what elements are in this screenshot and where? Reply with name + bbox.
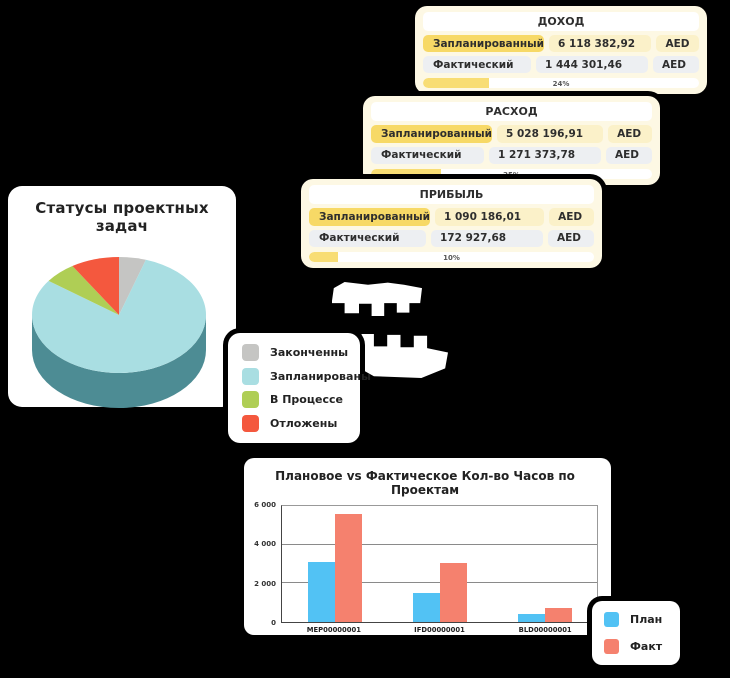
legend-label: Законченны <box>270 346 349 359</box>
progress-fill <box>371 169 442 179</box>
bar-group <box>282 506 387 622</box>
bar-Факт[interactable] <box>544 608 572 622</box>
progress-fill <box>309 252 338 262</box>
legend-item-plan[interactable]: План <box>604 612 668 627</box>
progress-fill <box>423 78 490 88</box>
x-axis-label: BLD00000001 <box>518 626 572 634</box>
actual-label: Фактический <box>371 146 484 164</box>
expense-planned-row[interactable]: Запланированный 5 028 196,91 AED <box>371 125 652 143</box>
actual-value: 172 927,68 <box>431 229 543 247</box>
currency-label: AED <box>548 229 594 247</box>
pie-chart-title: Статусы проектных задач <box>35 199 209 235</box>
expense-progress-bar: 25% <box>371 169 652 179</box>
income-actual-row[interactable]: Фактический 1 444 301,46 AED <box>423 56 699 74</box>
bar-legend: План Факт <box>592 601 680 665</box>
pie-slice-0[interactable] <box>119 256 146 315</box>
white-blob-artifact <box>332 282 422 316</box>
pie-slice-1[interactable] <box>32 259 207 373</box>
bar-group <box>387 506 492 622</box>
red-swatch-icon <box>242 414 259 432</box>
expense-card: РАСХОД Запланированный 5 028 196,91 AED … <box>363 96 660 185</box>
expense-card-title: РАСХОД <box>371 102 652 121</box>
currency-label: AED <box>656 35 699 53</box>
red-swatch-icon <box>604 639 619 654</box>
profit-card: ПРИБЫЛЬ Запланированный 1 090 186,01 AED… <box>301 179 602 268</box>
percent-label: 10% <box>443 254 460 262</box>
legend-label: План <box>630 613 663 626</box>
legend-item-fact[interactable]: Факт <box>604 639 668 654</box>
legend-item-in-progress[interactable]: В Процессе <box>242 391 346 409</box>
actual-value: 1 271 373,78 <box>489 146 601 164</box>
currency-label: AED <box>606 146 652 164</box>
bar-План[interactable] <box>517 613 545 622</box>
income-planned-row[interactable]: Запланированный 6 118 382,92 AED <box>423 35 699 53</box>
blue-swatch-icon <box>604 612 619 627</box>
y-tick-label: 2 000 <box>254 579 276 588</box>
profit-progress-bar: 10% <box>309 252 594 262</box>
currency-label: AED <box>653 56 699 74</box>
y-tick-label: 6 000 <box>254 501 276 509</box>
planned-value: 6 118 382,92 <box>549 35 652 53</box>
legend-label: Отложены <box>270 416 338 430</box>
actual-value: 1 444 301,46 <box>536 56 648 74</box>
blue-swatch-icon <box>242 367 259 385</box>
profit-actual-row[interactable]: Фактический 172 927,68 AED <box>309 229 594 247</box>
bar-chart-title: Плановое vs Фактическое Кол-во Часов по … <box>275 469 575 497</box>
profit-card-title: ПРИБЫЛЬ <box>309 185 594 204</box>
profit-planned-row[interactable]: Запланированный 1 090 186,01 AED <box>309 208 594 226</box>
legend-label: Факт <box>630 640 663 653</box>
expense-actual-row[interactable]: Фактический 1 271 373,78 AED <box>371 146 652 164</box>
actual-label: Фактический <box>309 229 426 247</box>
planned-label: Запланированный <box>309 208 431 226</box>
x-axis-label: IFD00000001 <box>414 626 465 634</box>
bar-Факт[interactable] <box>334 513 362 622</box>
planned-label: Запланированный <box>371 125 493 143</box>
planned-value: 5 028 196,91 <box>497 125 604 143</box>
bar-План[interactable] <box>412 593 440 622</box>
income-card-title: ДОХОД <box>423 12 699 31</box>
legend-label: Запланированы <box>270 369 371 383</box>
pie-slice-3[interactable] <box>72 257 119 315</box>
y-tick-label: 0 <box>271 619 276 627</box>
green-swatch-icon <box>242 391 259 409</box>
pie-side-wall <box>32 315 206 408</box>
legend-item-planned[interactable]: Запланированы <box>242 367 371 385</box>
bar-group <box>492 506 597 622</box>
pie-legend: Законченны Запланированы В Процессе Отло… <box>228 333 371 443</box>
percent-label: 24% <box>552 80 570 88</box>
pie-slice-2[interactable] <box>48 266 119 315</box>
gray-swatch-icon <box>242 344 259 361</box>
currency-label: AED <box>608 125 652 143</box>
bar-Факт[interactable] <box>439 563 467 622</box>
actual-label: Фактический <box>423 56 531 74</box>
bar-chart: 0 2 000 4 000 6 000 <box>252 501 598 627</box>
legend-item-postponed[interactable]: Отложены <box>242 414 346 432</box>
legend-item-finished[interactable]: Законченны <box>242 344 349 361</box>
x-axis-label: MEP00000001 <box>306 626 361 634</box>
planned-label: Запланированный <box>423 35 545 53</box>
y-tick-label: 4 000 <box>254 540 276 549</box>
percent-label: 25% <box>503 171 520 179</box>
pie-chart-card: Статусы проектных задач <box>8 186 236 409</box>
income-card: ДОХОД Запланированный 6 118 382,92 AED Ф… <box>415 6 707 94</box>
bar-chart-card: Плановое vs Фактическое Кол-во Часов по … <box>244 458 611 635</box>
bar-План[interactable] <box>307 562 335 622</box>
gridline <box>282 543 597 545</box>
pie-chart[interactable] <box>16 239 228 409</box>
income-progress-bar: 24% <box>423 78 699 88</box>
legend-label: В Процессе <box>270 393 343 407</box>
planned-value: 1 090 186,01 <box>435 208 545 226</box>
plot-area <box>281 505 598 623</box>
x-axis: MEP00000001 IFD00000001 BLD00000001 <box>281 623 598 634</box>
currency-label: AED <box>549 208 594 226</box>
y-axis: 0 2 000 4 000 6 000 <box>252 501 281 627</box>
